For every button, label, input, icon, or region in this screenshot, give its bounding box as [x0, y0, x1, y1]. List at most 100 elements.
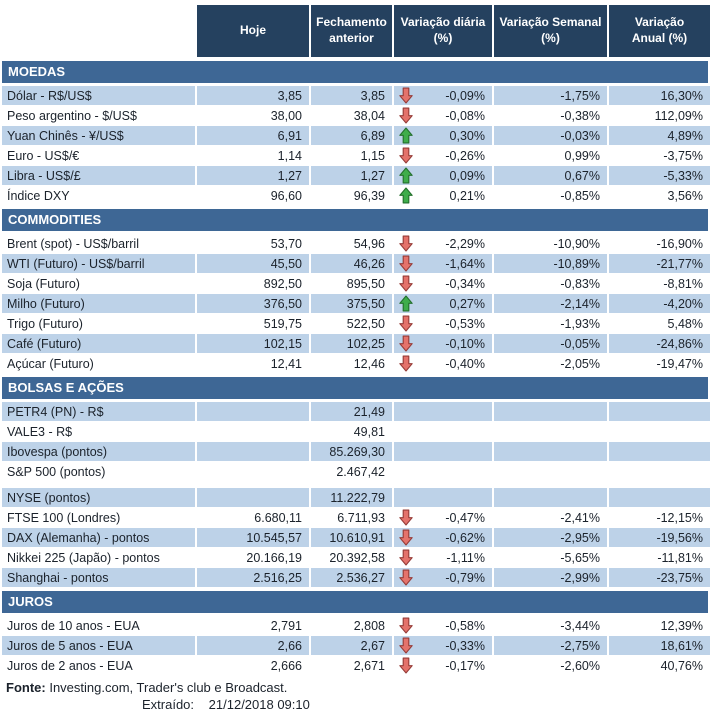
- variacao-diaria-value: 0,09%: [449, 168, 485, 183]
- cell-fechamento-anterior: 6,89: [311, 126, 392, 145]
- cell-fechamento-anterior: 96,39: [311, 186, 392, 205]
- trend-arrow-slot: [398, 443, 413, 461]
- red-down-arrow-glyph: [398, 637, 413, 654]
- cell-variacao-anual: 12,39%: [609, 616, 710, 635]
- cell-variacao-diaria: -1,11%: [394, 548, 492, 567]
- arrow-up-icon: [398, 295, 413, 313]
- cell-variacao-diaria: -0,47%: [394, 508, 492, 527]
- cell-hoje: 38,00: [197, 106, 309, 125]
- cell-fechamento-anterior: 21,49: [311, 402, 392, 421]
- variacao-diaria-value: -0,34%: [445, 276, 485, 291]
- section-rows: Dólar - R$/US$ 3,85 3,85 -0,09% -1,75% 1…: [2, 86, 710, 205]
- cell-variacao-semanal: [494, 442, 607, 461]
- cell-variacao-anual: [609, 442, 710, 461]
- row-label: VALE3 - R$: [2, 422, 195, 441]
- cell-variacao-diaria: [394, 462, 492, 481]
- cell-fechamento-anterior: 2,808: [311, 616, 392, 635]
- section-header-bar: JUROS: [2, 591, 708, 613]
- red-down-arrow-glyph: [398, 509, 413, 526]
- red-down-arrow-glyph: [398, 107, 413, 124]
- cell-variacao-anual: [609, 402, 710, 421]
- cell-variacao-semanal: -5,65%: [494, 548, 607, 567]
- row-label: Trigo (Futuro): [2, 314, 195, 333]
- arrow-down-icon: [398, 275, 413, 293]
- cell-variacao-diaria: -0,10%: [394, 334, 492, 353]
- cell-hoje: 10.545,57: [197, 528, 309, 547]
- cell-fechamento-anterior: 46,26: [311, 254, 392, 273]
- row-label: Dólar - R$/US$: [2, 86, 195, 105]
- cell-variacao-diaria: -0,17%: [394, 656, 492, 675]
- cell-variacao-diaria: -0,53%: [394, 314, 492, 333]
- variacao-diaria-value: 0,30%: [449, 128, 485, 143]
- section-header-bar: BOLSAS E AÇÕES: [2, 377, 708, 399]
- row-label: Milho (Futuro): [2, 294, 195, 313]
- cell-variacao-semanal: -2,95%: [494, 528, 607, 547]
- cell-hoje: [197, 422, 309, 441]
- green-up-arrow-glyph: [398, 127, 413, 144]
- table-row: Juros de 2 anos - EUA 2,666 2,671 -0,17%…: [2, 656, 710, 675]
- table-row: Nikkei 225 (Japão) - pontos 20.166,19 20…: [2, 548, 710, 567]
- cell-variacao-diaria: -2,29%: [394, 234, 492, 253]
- cell-variacao-anual: [609, 422, 710, 441]
- cell-variacao-semanal: -10,89%: [494, 254, 607, 273]
- variacao-diaria-value: -1,64%: [445, 256, 485, 271]
- table-row: Índice DXY 96,60 96,39 0,21% -0,85% 3,56…: [2, 186, 710, 205]
- variacao-diaria-value: -0,58%: [445, 618, 485, 633]
- variacao-diaria-value: 0,21%: [449, 188, 485, 203]
- red-down-arrow-glyph: [398, 549, 413, 566]
- cell-variacao-semanal: -1,75%: [494, 86, 607, 105]
- cell-hoje: [197, 442, 309, 461]
- row-label: Peso argentino - $/US$: [2, 106, 195, 125]
- cell-variacao-anual: [609, 462, 710, 481]
- cell-fechamento-anterior: 20.392,58: [311, 548, 392, 567]
- arrow-down-icon: [398, 335, 413, 353]
- trend-arrow-slot: [398, 403, 413, 421]
- cell-variacao-diaria: -0,34%: [394, 274, 492, 293]
- table-row: Soja (Futuro) 892,50 895,50 -0,34% -0,83…: [2, 274, 710, 293]
- arrow-up-icon: [398, 187, 413, 205]
- cell-variacao-diaria: -0,40%: [394, 354, 492, 373]
- cell-variacao-anual: 40,76%: [609, 656, 710, 675]
- cell-hoje: 376,50: [197, 294, 309, 313]
- variacao-diaria-value: -0,33%: [445, 638, 485, 653]
- arrow-down-icon: [398, 509, 413, 527]
- cell-fechamento-anterior: 2.536,27: [311, 568, 392, 587]
- cell-variacao-semanal: -0,38%: [494, 106, 607, 125]
- cell-fechamento-anterior: 38,04: [311, 106, 392, 125]
- cell-fechamento-anterior: 49,81: [311, 422, 392, 441]
- cell-variacao-diaria: -0,58%: [394, 616, 492, 635]
- cell-variacao-semanal: -2,75%: [494, 636, 607, 655]
- cell-variacao-diaria: -0,26%: [394, 146, 492, 165]
- cell-fechamento-anterior: 6.711,93: [311, 508, 392, 527]
- cell-variacao-anual: -4,20%: [609, 294, 710, 313]
- cell-fechamento-anterior: 2,67: [311, 636, 392, 655]
- row-label: Juros de 10 anos - EUA: [2, 616, 195, 635]
- arrow-down-icon: [398, 255, 413, 273]
- cell-hoje: 53,70: [197, 234, 309, 253]
- variacao-diaria-value: -0,47%: [445, 510, 485, 525]
- source-label: Fonte:: [6, 680, 46, 695]
- arrow-up-icon: [398, 127, 413, 145]
- cell-fechamento-anterior: 11.222,79: [311, 488, 392, 507]
- section-header-bar: COMMODITIES: [2, 209, 708, 231]
- row-label: NYSE (pontos): [2, 488, 195, 507]
- cell-variacao-diaria: 0,30%: [394, 126, 492, 145]
- red-down-arrow-glyph: [398, 335, 413, 352]
- row-label: Euro - US$/€: [2, 146, 195, 165]
- cell-hoje: 6.680,11: [197, 508, 309, 527]
- table-row: Libra - US$/£ 1,27 1,27 0,09% 0,67% -5,3…: [2, 166, 710, 185]
- table-row: PETR4 (PN) - R$ 21,49: [2, 402, 710, 421]
- source-text: Investing.com, Trader's club e Broadcast…: [49, 680, 288, 695]
- table-row: S&P 500 (pontos) 2.467,42: [2, 462, 710, 481]
- cell-hoje: 1,14: [197, 146, 309, 165]
- variacao-diaria-value: -0,26%: [445, 148, 485, 163]
- cell-hoje: [197, 402, 309, 421]
- variacao-diaria-value: 0,27%: [449, 296, 485, 311]
- variacao-diaria-value: -0,79%: [445, 570, 485, 585]
- cell-variacao-anual: 16,30%: [609, 86, 710, 105]
- red-down-arrow-glyph: [398, 355, 413, 372]
- cell-fechamento-anterior: 12,46: [311, 354, 392, 373]
- cell-hoje: 96,60: [197, 186, 309, 205]
- row-label: Café (Futuro): [2, 334, 195, 353]
